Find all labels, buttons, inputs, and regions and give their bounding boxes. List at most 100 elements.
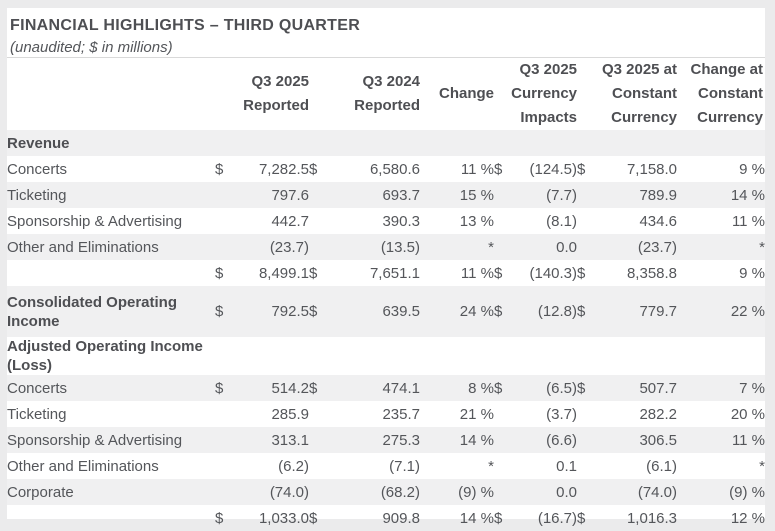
cell-dollar xyxy=(577,182,597,208)
cell-dollar: $ xyxy=(309,303,318,320)
cell-dollar: $ xyxy=(215,160,224,178)
cell-value: (8.1) xyxy=(546,212,578,230)
cell-change-constant: 12 % xyxy=(730,509,766,527)
financial-highlights-table: Q3 2025 Reported Q3 2024 Reported Change… xyxy=(7,58,766,531)
cell-value: (6.1) xyxy=(646,457,678,475)
cell-dollar xyxy=(309,130,333,156)
page-subtitle: (unaudited; $ in millions) xyxy=(10,39,173,56)
row-label: Consolidated Operating Income xyxy=(7,293,178,330)
cell-dollar xyxy=(215,234,237,260)
cell-change-constant: 7 % xyxy=(739,379,766,397)
cell-value: 235.7 xyxy=(382,405,420,423)
cell-dollar xyxy=(494,479,515,505)
cell-dollar: $ xyxy=(577,379,586,397)
cell-dollar xyxy=(577,479,597,505)
cell-dollar xyxy=(309,208,333,234)
cell-change-constant: (9) % xyxy=(729,483,766,501)
cell-dollar xyxy=(577,337,597,375)
cell-value: 909.8 xyxy=(382,509,420,527)
cell-change-constant: 9 % xyxy=(739,264,766,282)
row-label: Ticketing xyxy=(7,186,67,204)
cell-dollar: $ xyxy=(577,303,586,320)
cell-value: 514.2 xyxy=(271,379,309,397)
cell-value: 390.3 xyxy=(382,212,420,230)
cell-dollar xyxy=(215,401,237,427)
column-header-currency-impacts: Q3 2025 Currency Impacts xyxy=(511,61,578,126)
cell-value: 693.7 xyxy=(382,186,420,204)
cell-change-constant: 9 % xyxy=(739,160,766,178)
cell-value xyxy=(333,337,420,375)
cell-dollar xyxy=(215,427,237,453)
cell-value: 474.1 xyxy=(382,379,420,397)
cell-value xyxy=(597,337,677,375)
cell-dollar xyxy=(215,182,237,208)
row-label: Corporate xyxy=(7,483,74,501)
cell-dollar xyxy=(494,337,515,375)
cell-value: 7,158.0 xyxy=(626,160,678,178)
cell-change-constant: * xyxy=(759,457,766,475)
cell-dollar xyxy=(494,234,515,260)
cell-value: (13.5) xyxy=(380,238,420,256)
row-label xyxy=(7,505,215,531)
data-row: Consolidated Operating Income $792.5 $639.… xyxy=(7,286,766,337)
cell-value: 507.7 xyxy=(639,379,678,397)
cell-value xyxy=(237,337,309,375)
financial-highlights-document: FINANCIAL HIGHLIGHTS – THIRD QUARTER (un… xyxy=(7,8,766,527)
cell-dollar: $ xyxy=(494,160,503,178)
cell-dollar xyxy=(494,453,515,479)
cell-dollar xyxy=(309,401,333,427)
table-body: Revenue Concerts $7,282.5 $6,580.6 11 % $ (124… xyxy=(7,130,766,531)
cell-dollar xyxy=(309,427,333,453)
cell-dollar xyxy=(309,337,333,375)
cell-change: 11 % xyxy=(460,264,494,282)
row-label: Other and Eliminations xyxy=(7,457,159,475)
cell-dollar: $ xyxy=(577,160,586,178)
data-row: Concerts $514.2 $474.1 8 % $ (6.5) $507.7 7 % xyxy=(7,375,766,401)
cell-dollar: $ xyxy=(494,264,503,282)
cell-dollar: $ xyxy=(215,303,224,320)
cell-value: (6.2) xyxy=(278,457,309,475)
cell-dollar: $ xyxy=(309,160,318,178)
cell-change: 14 % xyxy=(459,509,494,527)
cell-dollar xyxy=(215,453,237,479)
data-row: Ticketing 797.6 693.7 15 % (7.7) 789.9 14 % xyxy=(7,182,766,208)
row-label: Revenue xyxy=(7,134,70,152)
cell-dollar: $ xyxy=(577,264,586,282)
section-row: Revenue xyxy=(7,130,766,156)
cell-value xyxy=(237,130,309,156)
cell-dollar xyxy=(215,337,237,375)
cell-change-constant: 11 % xyxy=(731,431,766,449)
cell-dollar xyxy=(309,182,333,208)
cell-value: (7.1) xyxy=(389,457,420,475)
cell-value: (6.6) xyxy=(546,431,578,449)
cell-value: 306.5 xyxy=(639,431,678,449)
cell-dollar xyxy=(494,182,515,208)
cell-change: (9) % xyxy=(458,483,494,501)
cell-value: 8,499.1 xyxy=(258,264,309,282)
cell-value: 313.1 xyxy=(271,431,309,449)
document-header: FINANCIAL HIGHLIGHTS – THIRD QUARTER (un… xyxy=(7,8,765,58)
cell-dollar xyxy=(494,427,515,453)
cell-dollar xyxy=(577,401,597,427)
column-header-q3-2024-reported: Q3 2024 Reported xyxy=(354,73,420,114)
cell-change: 14 % xyxy=(459,431,494,449)
cell-value: 442.7 xyxy=(271,212,309,230)
total-row: $8,499.1 $7,651.1 11 % $ (140.3) $8,358.8 9 % xyxy=(7,260,765,286)
cell-value: 275.3 xyxy=(382,431,420,449)
cell-change: * xyxy=(488,457,494,475)
cell-change: 13 % xyxy=(459,212,494,230)
cell-change xyxy=(420,337,494,375)
cell-change: 21 % xyxy=(459,405,494,423)
cell-value: 0.0 xyxy=(556,238,578,256)
cell-dollar xyxy=(309,453,333,479)
cell-value: (23.7) xyxy=(269,238,309,256)
cell-dollar xyxy=(577,208,597,234)
row-label: Sponsorship & Advertising xyxy=(7,431,183,449)
page-title: FINANCIAL HIGHLIGHTS – THIRD QUARTER xyxy=(10,17,361,34)
cell-value: (6.5) xyxy=(546,379,578,397)
cell-value: (140.3) xyxy=(529,264,578,282)
cell-dollar xyxy=(494,208,515,234)
cell-change: 24 % xyxy=(459,303,494,320)
data-row: Ticketing 285.9 235.7 21 % (3.7) 282.2 20 % xyxy=(7,401,765,427)
cell-value: (74.0) xyxy=(269,483,309,501)
